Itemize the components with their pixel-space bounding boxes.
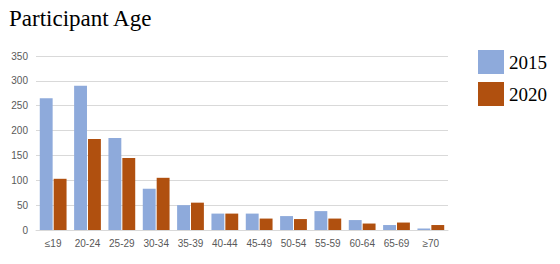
svg-text:2015: 2015 — [509, 52, 547, 73]
svg-text:≤19: ≤19 — [45, 238, 62, 249]
svg-text:35-39: 35-39 — [178, 238, 204, 249]
svg-text:300: 300 — [11, 75, 28, 86]
svg-text:45-49: 45-49 — [246, 238, 272, 249]
svg-text:150: 150 — [11, 150, 28, 161]
svg-text:60-64: 60-64 — [349, 238, 375, 249]
svg-text:40-44: 40-44 — [212, 238, 238, 249]
svg-text:30-34: 30-34 — [143, 238, 169, 249]
svg-text:≥70: ≥70 — [423, 238, 440, 249]
svg-text:2020: 2020 — [509, 84, 547, 105]
svg-text:100: 100 — [11, 175, 28, 186]
svg-text:350: 350 — [11, 51, 28, 62]
svg-text:200: 200 — [11, 125, 28, 136]
svg-text:50-54: 50-54 — [281, 238, 307, 249]
svg-text:50: 50 — [17, 200, 29, 211]
svg-text:55-59: 55-59 — [315, 238, 341, 249]
svg-text:20-24: 20-24 — [75, 238, 101, 249]
svg-text:Participant Age: Participant Age — [9, 6, 151, 31]
svg-text:0: 0 — [22, 225, 28, 236]
svg-text:250: 250 — [11, 100, 28, 111]
svg-text:65-69: 65-69 — [384, 238, 410, 249]
svg-text:25-29: 25-29 — [109, 238, 135, 249]
